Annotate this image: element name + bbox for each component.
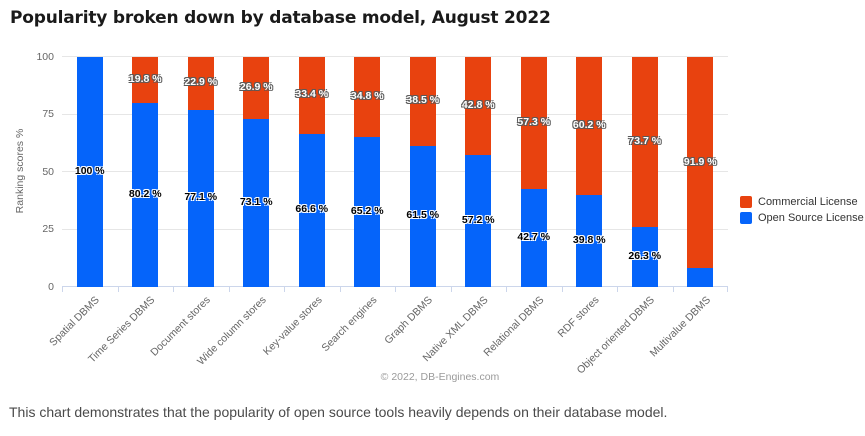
- bar-segment-open-source-license: [243, 118, 270, 287]
- chart-card: Popularity broken down by database model…: [10, 8, 864, 383]
- bar-data-label: 33.4 %: [295, 88, 329, 101]
- bar-data-label: 19.8 %: [128, 72, 162, 85]
- bar-data-label: 38.5 %: [406, 94, 440, 107]
- chart-caption: This chart demonstrates that the popular…: [9, 404, 668, 420]
- bar-segment-open-source-license: [631, 226, 658, 287]
- x-axis-tick: [727, 287, 728, 292]
- bar-data-label: 66.6 %: [295, 203, 329, 216]
- gridline: [62, 56, 728, 57]
- bar-segment-commercial-license: [687, 57, 714, 269]
- legend-swatch: [740, 196, 752, 208]
- x-axis-tick: [561, 287, 563, 292]
- bar-segment-commercial-license: [354, 57, 381, 138]
- x-axis-label: RDF stores: [555, 294, 602, 341]
- bar-segment-open-source-license: [354, 137, 381, 287]
- x-axis-label: Search engines: [319, 294, 380, 355]
- bar-segment-open-source-license: [465, 155, 492, 287]
- y-axis-tick-label: 0: [48, 280, 54, 293]
- bar-data-label: 39.8 %: [572, 234, 606, 247]
- bar-data-label: 57.2 %: [461, 214, 495, 227]
- x-axis-label: Multivalue DBMS: [647, 294, 713, 360]
- legend-item-commercial-license[interactable]: Commercial License: [740, 196, 864, 208]
- plot-area: 0 25 50 75 100 100 % Spatial DBMS 80.2 % 19.8 % T…: [36, 51, 728, 376]
- legend-item-open-source-license[interactable]: Open Source License: [740, 212, 864, 224]
- bar-data-label: 91.9 %: [683, 155, 717, 168]
- x-axis-tick: [506, 287, 507, 292]
- bar-data-label: 65.2 %: [350, 205, 384, 218]
- bar-segment-commercial-license: [132, 57, 159, 103]
- credits-link[interactable]: © 2022, DB-Engines.com: [380, 371, 500, 383]
- x-axis-tick: [395, 287, 396, 292]
- y-axis-tick-label: 100: [36, 50, 54, 63]
- legend: Commercial License Open Source License: [740, 196, 864, 228]
- legend-swatch: [740, 212, 752, 224]
- x-axis-tick: [173, 287, 174, 292]
- bar-data-label: 34.8 %: [350, 90, 384, 103]
- gridline: [62, 171, 728, 172]
- bar-data-label: 73.7 %: [628, 134, 662, 147]
- bar-data-label: 77.1 %: [184, 191, 218, 204]
- legend-label: Commercial License: [758, 196, 858, 208]
- x-axis-tick: [339, 287, 341, 292]
- bar-data-label: 100 %: [74, 165, 105, 177]
- y-axis-tick-label: 75: [42, 108, 54, 120]
- x-axis-tick: [672, 287, 674, 292]
- bar-segment-open-source-license: [132, 102, 159, 287]
- legend-label: Open Source License: [758, 212, 864, 224]
- x-axis-label: Spatial DBMS: [47, 294, 103, 349]
- bar-data-label: 42.8 %: [461, 99, 495, 112]
- bar-data-label: 22.9 %: [184, 76, 218, 89]
- bar-segment-open-source-license: [520, 188, 547, 287]
- bar-segment-open-source-license: [187, 109, 214, 287]
- bar-data-label: 61.5 %: [406, 209, 440, 222]
- x-axis-label: Key-value stores: [260, 294, 325, 358]
- x-axis-tick: [117, 287, 119, 292]
- bar-data-label: 42.7 %: [517, 230, 551, 243]
- y-axis-tick-label: 50: [42, 165, 54, 178]
- bar-segment-open-source-license: [76, 57, 103, 287]
- gridline: [62, 228, 728, 230]
- bar-segment-open-source-license: [576, 195, 603, 287]
- bar-segment-commercial-license: [631, 57, 658, 227]
- bar-segment-open-source-license: [687, 268, 714, 287]
- chart-title: Popularity broken down by database model…: [10, 8, 551, 28]
- bar-data-label: 57.3 %: [517, 115, 551, 128]
- bar-segment-commercial-license: [187, 57, 214, 110]
- bar-data-label: 73.1 %: [239, 195, 273, 208]
- bar-segment-commercial-license: [576, 57, 603, 196]
- bar-segment-commercial-license: [298, 57, 325, 134]
- x-axis-label: Graph DBMS: [382, 294, 436, 347]
- x-axis-tick: [617, 287, 618, 292]
- bar-data-label: 80.2 %: [128, 187, 162, 200]
- bar-segment-commercial-license: [465, 57, 492, 156]
- bar-segment-commercial-license: [409, 57, 436, 146]
- bar-segment-commercial-license: [520, 57, 547, 189]
- x-axis-tick: [228, 287, 230, 292]
- bar-segment-open-source-license: [409, 145, 436, 287]
- x-axis-tick: [284, 287, 285, 292]
- bar-data-label: 60.2 %: [572, 119, 606, 132]
- bar-segment-commercial-license: [243, 57, 270, 119]
- gridline: [62, 113, 728, 115]
- x-axis-label: Relational DBMS: [481, 294, 547, 360]
- bar-data-label: 26.3 %: [628, 249, 662, 262]
- bar-data-label: 26.9 %: [239, 80, 273, 93]
- x-axis-tick: [62, 287, 63, 292]
- y-axis-tick-label: 25: [42, 223, 54, 235]
- x-axis-tick: [450, 287, 452, 292]
- bar-segment-open-source-license: [298, 133, 325, 287]
